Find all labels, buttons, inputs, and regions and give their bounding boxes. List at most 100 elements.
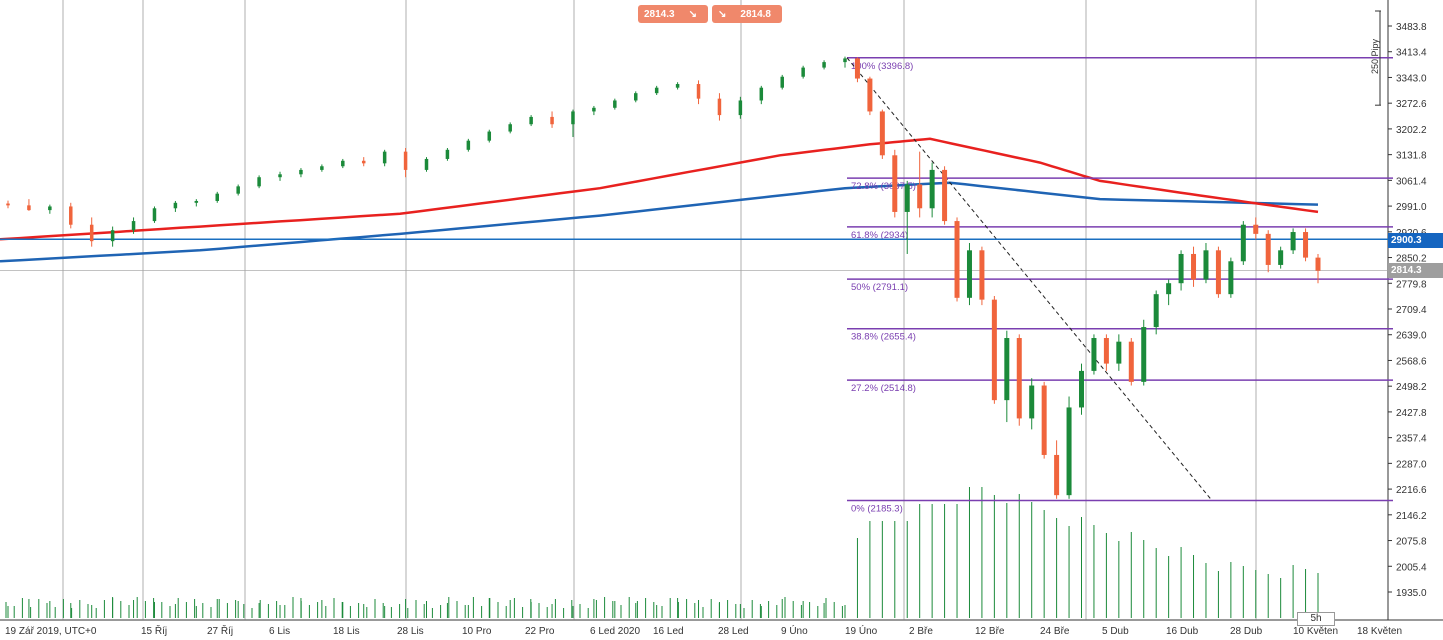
candle-body: [69, 206, 73, 225]
time-axis-label: 22 Pro: [525, 626, 555, 637]
price-axis-label: 2287.0: [1396, 459, 1427, 470]
candle-body: [236, 186, 240, 194]
candle-body: [966, 250, 972, 298]
candle-body: [424, 158, 429, 170]
candle-body: [892, 155, 898, 212]
time-axis-label: 9 Úno: [781, 624, 808, 637]
candle-body: [1079, 370, 1084, 408]
candle-body: [867, 78, 873, 112]
buy-price: 2814.8: [740, 8, 771, 20]
candle-body: [904, 184, 910, 212]
candle-body: [341, 160, 345, 167]
candle-body: [48, 206, 52, 211]
candle-body: [1253, 224, 1259, 234]
candle-body: [278, 174, 282, 178]
current-price-value: 2814.3: [1391, 265, 1422, 276]
price-axis-label: 2709.4: [1396, 305, 1427, 316]
timeframe-label: 5h: [1310, 613, 1322, 624]
price-axis-label: 2639.0: [1396, 331, 1427, 342]
candle-body: [1116, 341, 1122, 364]
candle-body: [1091, 338, 1097, 371]
time-axis-label: 28 Led: [718, 626, 749, 637]
candle-body: [1191, 253, 1197, 280]
candle-body: [1054, 454, 1060, 496]
time-axis-label: 19 Zář 2019, UTC+0: [5, 626, 97, 637]
price-axis-label: 3483.8: [1396, 22, 1427, 33]
price-axis-label: 2991.0: [1396, 202, 1427, 213]
buy-button[interactable]: ↘ 2814.8: [712, 5, 782, 23]
sell-arrow-icon: ↘: [688, 8, 697, 20]
candle-body: [27, 205, 31, 211]
price-axis-label: 3061.4: [1396, 176, 1427, 187]
candle-body: [917, 184, 923, 209]
price-axis-label: 2005.4: [1396, 562, 1427, 573]
fibonacci-level-label: 27.2% (2514.8): [851, 383, 916, 394]
candle-body: [929, 169, 935, 209]
price-axis-label: 2779.8: [1396, 279, 1427, 290]
candle-body: [445, 149, 450, 159]
fibonacci-level-label: 100% (3396.8): [851, 61, 913, 72]
candle-body: [759, 87, 764, 101]
current-price-tag: 2814.3: [1388, 263, 1443, 278]
candle-body: [1278, 250, 1284, 265]
candle-body: [89, 224, 94, 242]
time-axis-label: 27 Říj: [207, 624, 233, 637]
price-axis-label: 1935.0: [1396, 588, 1427, 599]
candle-body: [152, 208, 157, 222]
time-axis-label: 18 Květen: [1357, 626, 1402, 637]
timeframe-button[interactable]: 5h: [1297, 612, 1335, 626]
sell-button[interactable]: 2814.3 ↘: [638, 5, 708, 23]
candle-body: [320, 166, 324, 170]
time-axis-label: 10 Pro: [462, 626, 492, 637]
time-axis-label: 6 Led 2020: [590, 626, 640, 637]
hline-price-tag: 2900.3: [1388, 233, 1443, 248]
time-axis-label: 5 Dub: [1102, 626, 1129, 637]
candle-body: [675, 84, 680, 88]
candle-body: [991, 299, 997, 401]
candle-body: [738, 100, 743, 116]
candle-body: [634, 93, 638, 101]
candle-body: [1103, 338, 1109, 364]
price-axis-label: 3413.4: [1396, 48, 1427, 59]
candle-body: [843, 58, 847, 63]
moving-average-fast: [0, 137, 1319, 241]
time-axis-label: 16 Led: [653, 626, 684, 637]
candle-body: [1265, 233, 1271, 265]
candle-body: [1128, 341, 1134, 382]
price-axis-label: 2075.8: [1396, 537, 1427, 548]
price-axis-label: 3202.2: [1396, 125, 1427, 136]
buy-arrow-icon: ↘: [718, 8, 727, 20]
candle-body: [717, 98, 722, 116]
price-axis-label: 2146.2: [1396, 511, 1427, 522]
fibonacci-level-label: 38.8% (2655.4): [851, 332, 916, 343]
time-axis-label: 6 Lis: [269, 626, 290, 637]
candle-body: [1303, 232, 1309, 258]
candle-body: [131, 221, 136, 231]
fibonacci-level-label: 0% (2185.3): [851, 504, 903, 515]
candle-body: [1004, 338, 1010, 401]
candle-body: [403, 151, 408, 170]
candle-body: [854, 58, 860, 79]
candle-body: [1228, 261, 1234, 295]
hline-price-value: 2900.3: [1391, 235, 1422, 246]
candle-body: [979, 250, 985, 300]
candle-body: [6, 203, 10, 206]
price-axis-label: 2850.2: [1396, 254, 1427, 265]
time-axis-label: 10 Květen: [1293, 626, 1338, 637]
candle-body: [571, 111, 575, 125]
candle-body: [592, 107, 596, 112]
candle-body: [1041, 385, 1047, 455]
moving-average-slow: [0, 181, 1319, 263]
candle-body: [299, 169, 303, 175]
candle-body: [942, 169, 948, 222]
fibonacci-trend-line: [846, 57, 1213, 501]
candle-body: [1166, 283, 1172, 295]
candle-body: [361, 160, 366, 164]
candle-body: [1315, 257, 1321, 271]
candle-body: [1016, 338, 1022, 419]
candle-body: [550, 116, 554, 125]
time-axis-label: 15 Říj: [141, 624, 167, 637]
fibonacci-level-label: 72.8% (3067.5): [851, 181, 916, 192]
